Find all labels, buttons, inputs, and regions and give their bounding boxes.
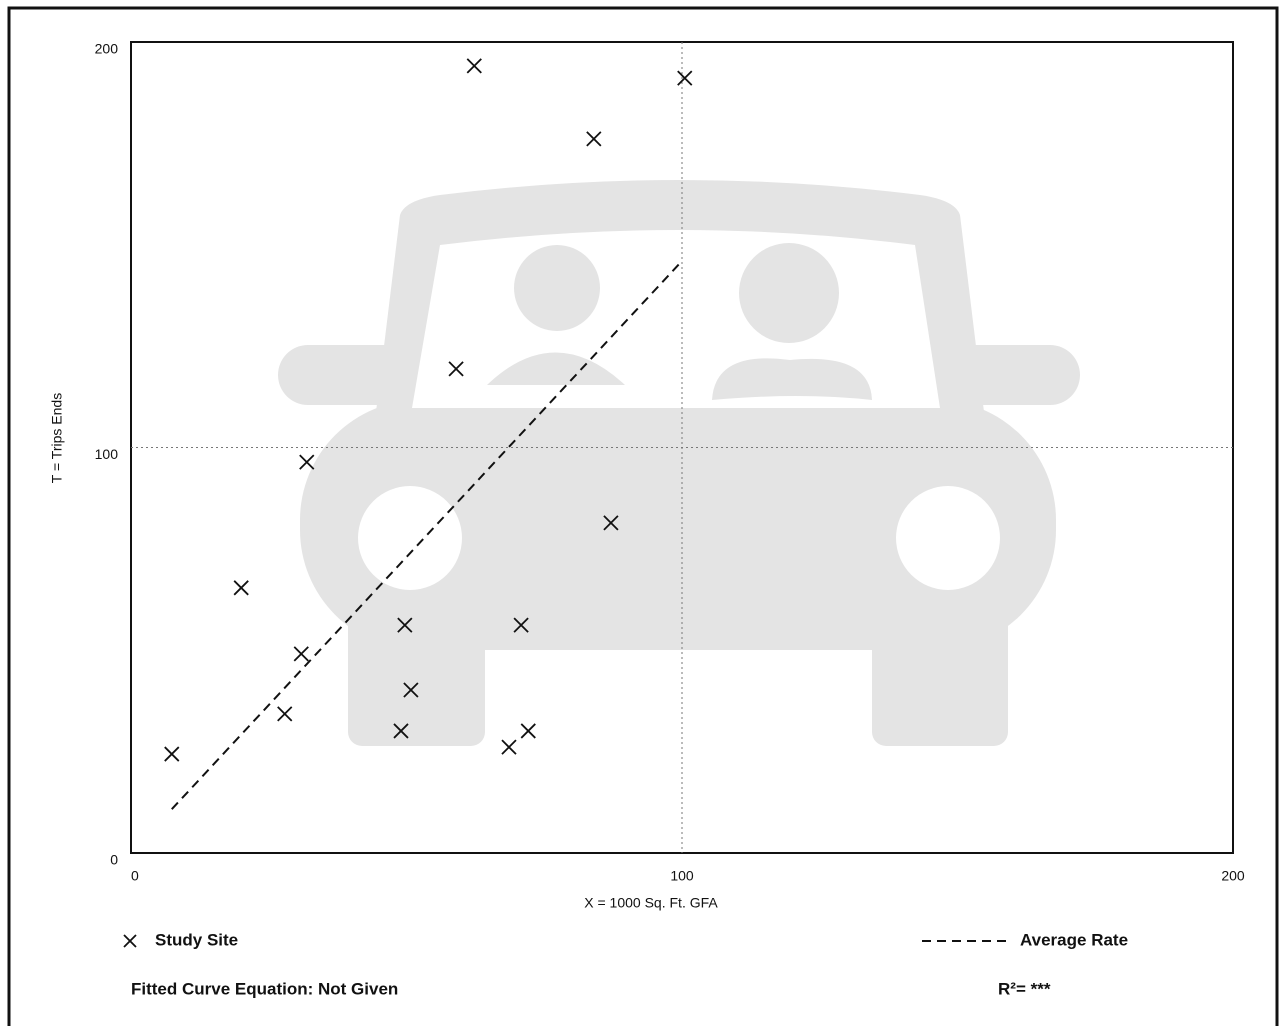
y-axis-label: T = Trips Ends <box>49 393 65 483</box>
study-site-marker <box>448 361 464 377</box>
x-axis-label: X = 1000 Sq. Ft. GFA <box>584 895 718 911</box>
study-site-marker <box>403 682 419 698</box>
study-site-marker <box>164 746 180 762</box>
x-tick-label: 100 <box>670 868 694 884</box>
legend-marker <box>123 934 137 948</box>
study-site-marker <box>586 131 602 147</box>
study-site-marker <box>466 58 482 74</box>
r-squared-note: R²= *** <box>998 979 1051 998</box>
study-site-marker <box>393 723 409 739</box>
study-site-marker <box>293 646 309 662</box>
study-site-marker <box>603 515 619 531</box>
page-frame <box>7 6 1279 1031</box>
average-rate-line <box>171 260 683 810</box>
study-site-marker <box>277 706 293 722</box>
study-site-marker <box>397 617 413 633</box>
car-passengers <box>487 243 872 400</box>
x-tick-label: 0 <box>131 868 139 884</box>
fitted-curve-note: Fitted Curve Equation: Not Given <box>131 979 398 998</box>
legend-label: Study Site <box>155 930 238 949</box>
study-site-marker <box>520 723 536 739</box>
study-site-marker <box>513 617 529 633</box>
x-tick-label: 200 <box>1221 868 1245 884</box>
y-tick-label: 100 <box>95 446 119 462</box>
y-tick-label: 200 <box>95 41 119 57</box>
study-site-marker <box>501 739 517 755</box>
study-site-marker <box>233 580 249 596</box>
study-site-marker <box>299 454 315 470</box>
y-tick-label: 0 <box>110 852 118 868</box>
study-site-marker <box>677 70 693 86</box>
legend-label: Average Rate <box>1020 930 1128 949</box>
